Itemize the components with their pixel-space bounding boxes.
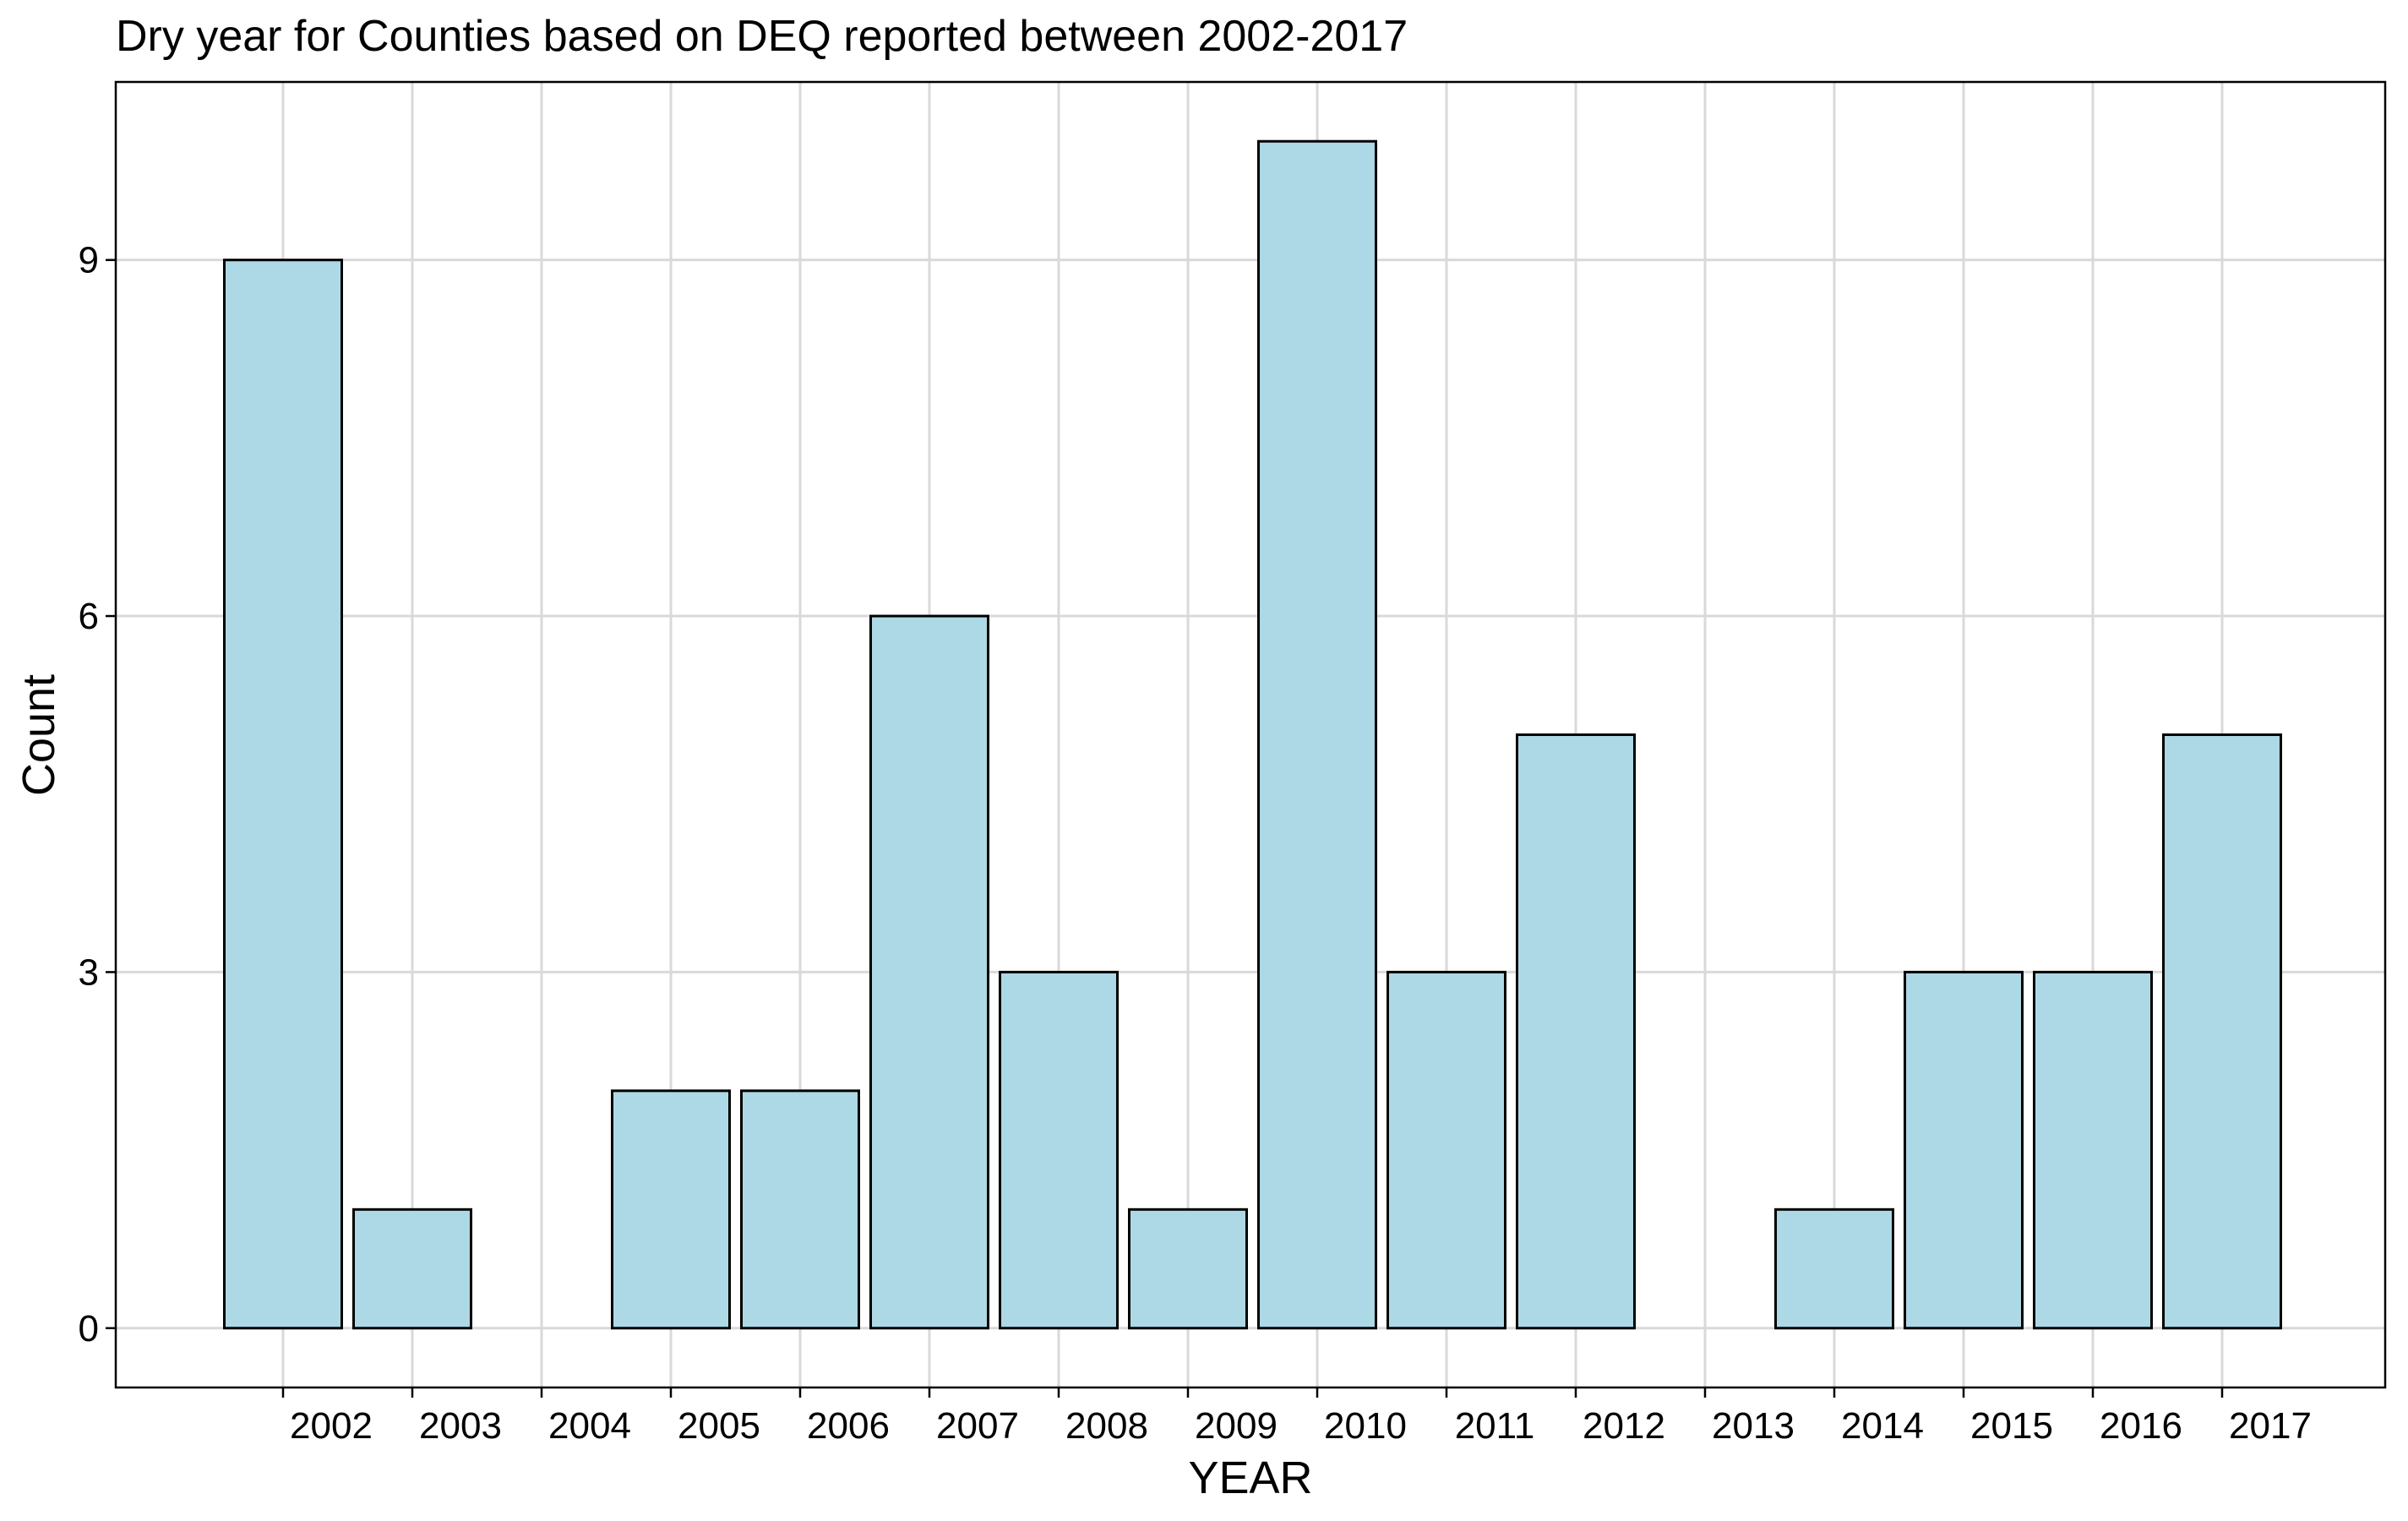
x-tick-label-2007: 2007 [936,1405,1019,1447]
y-axis-label: Count [14,674,64,796]
bar-2014 [1774,1208,1894,1330]
bar-2017 [2162,733,2282,1330]
x-tick-label-2006: 2006 [807,1405,890,1447]
x-tick-label-2015: 2015 [1970,1405,2053,1447]
x-tick-label-2002: 2002 [290,1405,373,1447]
x-axis-ticks: 2002 2003 2004 2005 2006 2007 2008 2009 2010 2011… [281,1387,2312,1447]
bar-2015 [1904,970,2024,1330]
bar-2016 [2033,970,2153,1330]
x-tick-label-2005: 2005 [678,1405,760,1447]
bar-2003 [352,1208,472,1330]
x-tick-label-2009: 2009 [1195,1405,1278,1447]
bar-2007 [869,614,989,1330]
bar-2005 [611,1089,731,1330]
bars [223,139,2282,1330]
bar-2009 [1128,1208,1248,1330]
plot-panel-border [114,80,2387,1389]
chart-title: Dry year for Counties based on DEQ repor… [116,12,1408,61]
y-tick-label-3: 3 [79,951,99,993]
bar-2006 [740,1089,860,1330]
y-axis-ticks: 0 3 6 9 [79,240,116,1349]
x-tick-label-2012: 2012 [1583,1405,1665,1447]
x-tick-label-2003: 2003 [419,1405,502,1447]
bar-2008 [999,970,1119,1330]
x-tick-label-2017: 2017 [2229,1405,2312,1447]
x-tick-label-2011: 2011 [1455,1405,1535,1447]
x-tick-label-2004: 2004 [548,1405,631,1447]
y-tick-label-6: 6 [79,596,99,637]
x-tick-label-2008: 2008 [1065,1405,1148,1447]
y-tick-label-9: 9 [79,240,99,281]
y-tick-label-0: 0 [79,1308,99,1349]
x-tick-label-2010: 2010 [1324,1405,1407,1447]
bar-2010 [1257,139,1377,1330]
bar-2011 [1387,970,1506,1330]
x-tick-label-2014: 2014 [1841,1405,1924,1447]
x-tick-label-2013: 2013 [1712,1405,1795,1447]
bar-2002 [223,259,343,1330]
bar-2012 [1516,733,1636,1330]
x-tick-label-2016: 2016 [2100,1405,2182,1447]
x-axis-label: YEAR [1188,1453,1312,1503]
